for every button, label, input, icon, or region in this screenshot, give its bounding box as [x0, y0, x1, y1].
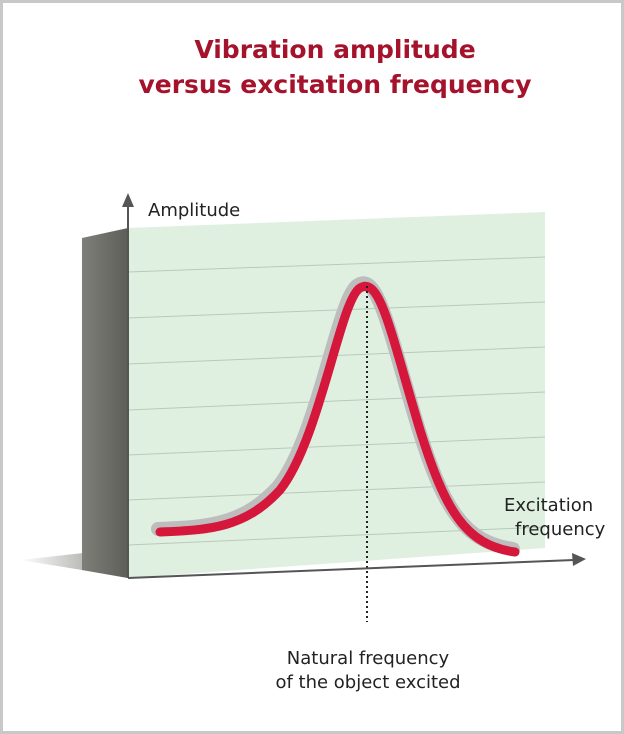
panel-side: [82, 228, 128, 578]
x-axis-label: frequency: [515, 519, 606, 540]
axes: [122, 193, 586, 579]
annotation: of the object excited: [275, 672, 460, 693]
y-axis-label: Amplitude: [148, 200, 240, 221]
annotation: Natural frequency: [287, 648, 450, 669]
resonance-curve: [155, 281, 520, 557]
x-axis-label: Excitation: [504, 495, 593, 516]
title-line: versus excitation frequency: [138, 70, 531, 99]
title-line: Vibration amplitude: [194, 35, 475, 64]
